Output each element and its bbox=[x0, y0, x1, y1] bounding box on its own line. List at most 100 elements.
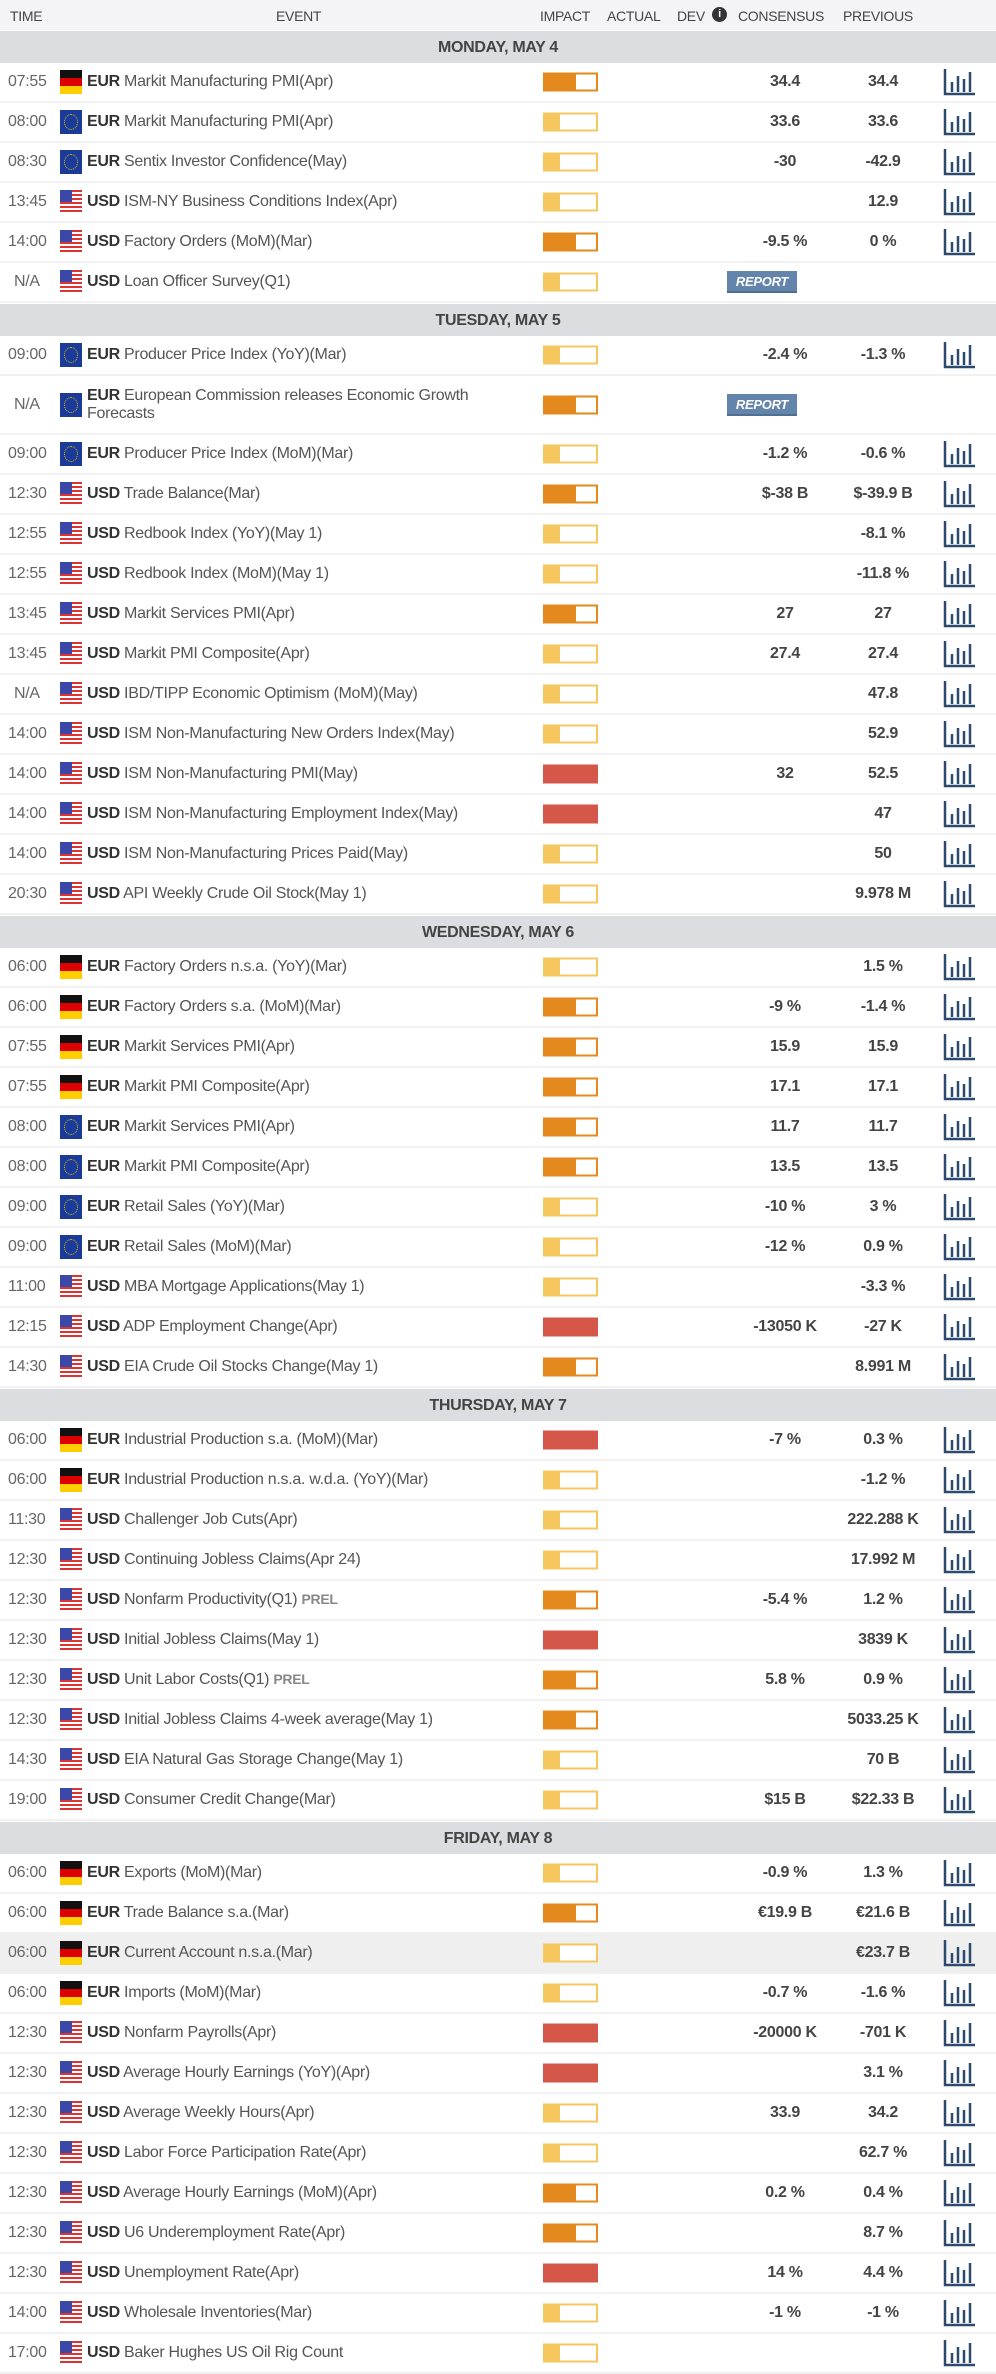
chart-icon[interactable] bbox=[943, 800, 976, 828]
chart-icon[interactable] bbox=[943, 228, 976, 256]
event-row[interactable]: 20:30 USD API Weekly Crude Oil Stock(May… bbox=[0, 875, 996, 915]
event-title[interactable]: USD Wholesale Inventories(Mar) bbox=[87, 2304, 527, 2322]
event-row[interactable]: 12:30 USD Unit Labor Costs(Q1) PREL 5.8 … bbox=[0, 1661, 996, 1701]
chart-icon[interactable] bbox=[943, 1353, 976, 1381]
chart-icon[interactable] bbox=[943, 1073, 976, 1101]
event-row[interactable]: 09:00 EUR Retail Sales (YoY)(Mar) -10 % … bbox=[0, 1188, 996, 1228]
chart-icon[interactable] bbox=[943, 341, 976, 369]
event-row[interactable]: 06:00 EUR Factory Orders s.a. (MoM)(Mar)… bbox=[0, 988, 996, 1028]
info-icon[interactable]: i bbox=[712, 7, 727, 22]
event-title[interactable]: EUR European Commission releases Economi… bbox=[87, 387, 527, 423]
event-title[interactable]: USD Initial Jobless Claims(May 1) bbox=[87, 1631, 527, 1649]
event-row[interactable]: 12:30 USD Initial Jobless Claims(May 1) … bbox=[0, 1621, 996, 1661]
event-row[interactable]: 12:15 USD ADP Employment Change(Apr) -13… bbox=[0, 1308, 996, 1348]
event-row[interactable]: 12:30 USD Labor Force Participation Rate… bbox=[0, 2134, 996, 2174]
chart-icon[interactable] bbox=[943, 2339, 976, 2367]
event-row[interactable]: 12:30 USD Average Weekly Hours(Apr) 33.9… bbox=[0, 2094, 996, 2134]
event-row[interactable]: 14:00 USD ISM Non-Manufacturing Employme… bbox=[0, 795, 996, 835]
chart-icon[interactable] bbox=[943, 2099, 976, 2127]
chart-icon[interactable] bbox=[943, 188, 976, 216]
event-title[interactable]: EUR Markit PMI Composite(Apr) bbox=[87, 1158, 527, 1176]
event-title[interactable]: EUR Sentix Investor Confidence(May) bbox=[87, 153, 527, 171]
event-row[interactable]: 14:30 USD EIA Crude Oil Stocks Change(Ma… bbox=[0, 1348, 996, 1388]
event-row[interactable]: 14:30 USD EIA Natural Gas Storage Change… bbox=[0, 1741, 996, 1781]
event-row[interactable]: 07:55 EUR Markit Services PMI(Apr) 15.9 … bbox=[0, 1028, 996, 1068]
chart-icon[interactable] bbox=[943, 520, 976, 548]
chart-icon[interactable] bbox=[943, 1859, 976, 1887]
event-row[interactable]: 12:30 USD U6 Underemployment Rate(Apr) 8… bbox=[0, 2214, 996, 2254]
event-title[interactable]: USD Average Hourly Earnings (YoY)(Apr) bbox=[87, 2064, 527, 2082]
report-button[interactable]: REPORT bbox=[727, 271, 797, 293]
chart-icon[interactable] bbox=[943, 1546, 976, 1574]
chart-icon[interactable] bbox=[943, 953, 976, 981]
chart-icon[interactable] bbox=[943, 148, 976, 176]
event-title[interactable]: USD EIA Crude Oil Stocks Change(May 1) bbox=[87, 1358, 527, 1376]
event-title[interactable]: EUR Factory Orders s.a. (MoM)(Mar) bbox=[87, 998, 527, 1016]
col-impact[interactable]: IMPACT bbox=[540, 8, 591, 24]
event-row[interactable]: 14:00 USD ISM Non-Manufacturing PMI(May)… bbox=[0, 755, 996, 795]
report-button[interactable]: REPORT bbox=[727, 393, 797, 416]
chart-icon[interactable] bbox=[943, 1939, 976, 1967]
event-title[interactable]: USD Unemployment Rate(Apr) bbox=[87, 2264, 527, 2282]
event-row[interactable]: 14:00 USD ISM Non-Manufacturing New Orde… bbox=[0, 715, 996, 755]
chart-icon[interactable] bbox=[943, 2299, 976, 2327]
chart-icon[interactable] bbox=[943, 600, 976, 628]
chart-icon[interactable] bbox=[943, 2059, 976, 2087]
event-row[interactable]: 11:00 USD MBA Mortgage Applications(May … bbox=[0, 1268, 996, 1308]
event-title[interactable]: USD Labor Force Participation Rate(Apr) bbox=[87, 2144, 527, 2162]
event-row[interactable]: 08:00 EUR Markit PMI Composite(Apr) 13.5… bbox=[0, 1148, 996, 1188]
event-title[interactable]: EUR Producer Price Index (YoY)(Mar) bbox=[87, 346, 527, 364]
event-title[interactable]: USD Unit Labor Costs(Q1) PREL bbox=[87, 1671, 527, 1689]
event-row[interactable]: N/A USD Loan Officer Survey(Q1) REPORT bbox=[0, 263, 996, 303]
chart-icon[interactable] bbox=[943, 2179, 976, 2207]
event-row[interactable]: 12:30 USD Average Hourly Earnings (YoY)(… bbox=[0, 2054, 996, 2094]
event-row[interactable]: 14:00 USD Factory Orders (MoM)(Mar) -9.5… bbox=[0, 223, 996, 263]
event-title[interactable]: USD ISM Non-Manufacturing PMI(May) bbox=[87, 765, 527, 783]
col-event[interactable]: EVENT bbox=[276, 8, 322, 24]
event-row[interactable]: 12:30 USD Trade Balance(Mar) $-38 B $-39… bbox=[0, 475, 996, 515]
chart-icon[interactable] bbox=[943, 1626, 976, 1654]
event-title[interactable]: EUR Factory Orders n.s.a. (YoY)(Mar) bbox=[87, 958, 527, 976]
event-row[interactable]: 06:00 EUR Industrial Production s.a. (Mo… bbox=[0, 1421, 996, 1461]
event-row[interactable]: N/A USD IBD/TIPP Economic Optimism (MoM)… bbox=[0, 675, 996, 715]
event-title[interactable]: EUR Exports (MoM)(Mar) bbox=[87, 1864, 527, 1882]
col-dev[interactable]: DEV bbox=[677, 8, 705, 24]
col-previous[interactable]: PREVIOUS bbox=[843, 8, 913, 24]
event-title[interactable]: USD ISM-NY Business Conditions Index(Apr… bbox=[87, 193, 527, 211]
chart-icon[interactable] bbox=[943, 2139, 976, 2167]
event-row[interactable]: 12:30 USD Unemployment Rate(Apr) 14 % 4.… bbox=[0, 2254, 996, 2294]
event-title[interactable]: EUR Imports (MoM)(Mar) bbox=[87, 1984, 527, 2002]
event-title[interactable]: EUR Markit Services PMI(Apr) bbox=[87, 1118, 527, 1136]
event-title[interactable]: USD Trade Balance(Mar) bbox=[87, 485, 527, 503]
event-row[interactable]: 19:00 USD Consumer Credit Change(Mar) $1… bbox=[0, 1781, 996, 1821]
chart-icon[interactable] bbox=[943, 993, 976, 1021]
event-title[interactable]: USD Average Hourly Earnings (MoM)(Apr) bbox=[87, 2184, 527, 2202]
event-title[interactable]: USD EIA Natural Gas Storage Change(May 1… bbox=[87, 1751, 527, 1769]
event-title[interactable]: EUR Retail Sales (YoY)(Mar) bbox=[87, 1198, 527, 1216]
event-title[interactable]: USD Consumer Credit Change(Mar) bbox=[87, 1791, 527, 1809]
event-row[interactable]: 12:30 USD Initial Jobless Claims 4-week … bbox=[0, 1701, 996, 1741]
event-title[interactable]: EUR Industrial Production n.s.a. w.d.a. … bbox=[87, 1471, 527, 1489]
col-consensus[interactable]: CONSENSUS bbox=[738, 8, 824, 24]
event-title[interactable]: USD Redbook Index (YoY)(May 1) bbox=[87, 525, 527, 543]
chart-icon[interactable] bbox=[943, 480, 976, 508]
event-row[interactable]: 12:30 USD Continuing Jobless Claims(Apr … bbox=[0, 1541, 996, 1581]
event-row[interactable]: 12:30 USD Average Hourly Earnings (MoM)(… bbox=[0, 2174, 996, 2214]
event-row[interactable]: 08:00 EUR Markit Services PMI(Apr) 11.7 … bbox=[0, 1108, 996, 1148]
event-row[interactable]: 12:30 USD Nonfarm Payrolls(Apr) -20000 K… bbox=[0, 2014, 996, 2054]
col-actual[interactable]: ACTUAL bbox=[607, 8, 661, 24]
event-title[interactable]: USD Challenger Job Cuts(Apr) bbox=[87, 1511, 527, 1529]
event-row[interactable]: 13:45 USD Markit PMI Composite(Apr) 27.4… bbox=[0, 635, 996, 675]
chart-icon[interactable] bbox=[943, 1786, 976, 1814]
event-title[interactable]: USD Continuing Jobless Claims(Apr 24) bbox=[87, 1551, 527, 1569]
event-title[interactable]: EUR Markit Manufacturing PMI(Apr) bbox=[87, 113, 527, 131]
event-row[interactable]: 07:55 EUR Markit Manufacturing PMI(Apr) … bbox=[0, 63, 996, 103]
event-row[interactable]: 17:00 USD Baker Hughes US Oil Rig Count bbox=[0, 2334, 996, 2374]
event-title[interactable]: EUR Trade Balance s.a.(Mar) bbox=[87, 1904, 527, 1922]
event-row[interactable]: 06:00 EUR Trade Balance s.a.(Mar) €19.9 … bbox=[0, 1894, 996, 1934]
chart-icon[interactable] bbox=[943, 880, 976, 908]
chart-icon[interactable] bbox=[943, 1466, 976, 1494]
chart-icon[interactable] bbox=[943, 1033, 976, 1061]
col-time[interactable]: TIME bbox=[10, 8, 43, 24]
event-row[interactable]: 06:00 EUR Current Account n.s.a.(Mar) €2… bbox=[0, 1934, 996, 1974]
